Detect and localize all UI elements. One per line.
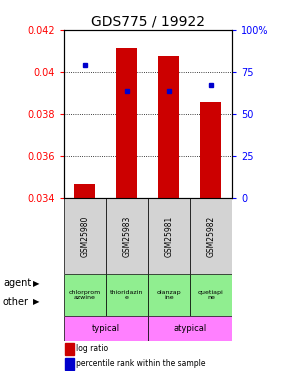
Bar — [148, 198, 190, 274]
Bar — [66, 358, 74, 370]
Text: ▶: ▶ — [33, 279, 40, 288]
Text: typical: typical — [92, 324, 120, 333]
Text: percentile rank within the sample: percentile rank within the sample — [76, 360, 206, 369]
Text: quetiapi
ne: quetiapi ne — [198, 290, 224, 300]
Text: atypical: atypical — [173, 324, 206, 333]
Bar — [158, 56, 180, 198]
Bar — [106, 274, 148, 316]
Bar — [106, 198, 148, 274]
Text: GSM25980: GSM25980 — [80, 215, 89, 256]
Bar — [148, 316, 232, 341]
Bar — [64, 198, 106, 274]
Bar — [64, 316, 148, 341]
Bar — [74, 184, 95, 198]
Text: GSM25982: GSM25982 — [206, 215, 215, 256]
Bar — [64, 274, 106, 316]
Bar — [116, 48, 137, 198]
Bar — [190, 198, 232, 274]
Bar — [200, 102, 222, 198]
Text: other: other — [3, 297, 29, 307]
Text: olanzap
ine: olanzap ine — [157, 290, 181, 300]
Text: log ratio: log ratio — [76, 344, 108, 353]
Bar — [190, 274, 232, 316]
Text: GSM25981: GSM25981 — [164, 215, 173, 256]
Bar — [148, 274, 190, 316]
Text: agent: agent — [3, 278, 31, 288]
Text: chlorprom
azwine: chlorprom azwine — [69, 290, 101, 300]
Text: GSM25983: GSM25983 — [122, 215, 131, 256]
Text: thioridazin
e: thioridazin e — [110, 290, 144, 300]
Text: ▶: ▶ — [33, 297, 40, 306]
Title: GDS775 / 19922: GDS775 / 19922 — [91, 15, 205, 29]
Bar — [66, 343, 74, 355]
